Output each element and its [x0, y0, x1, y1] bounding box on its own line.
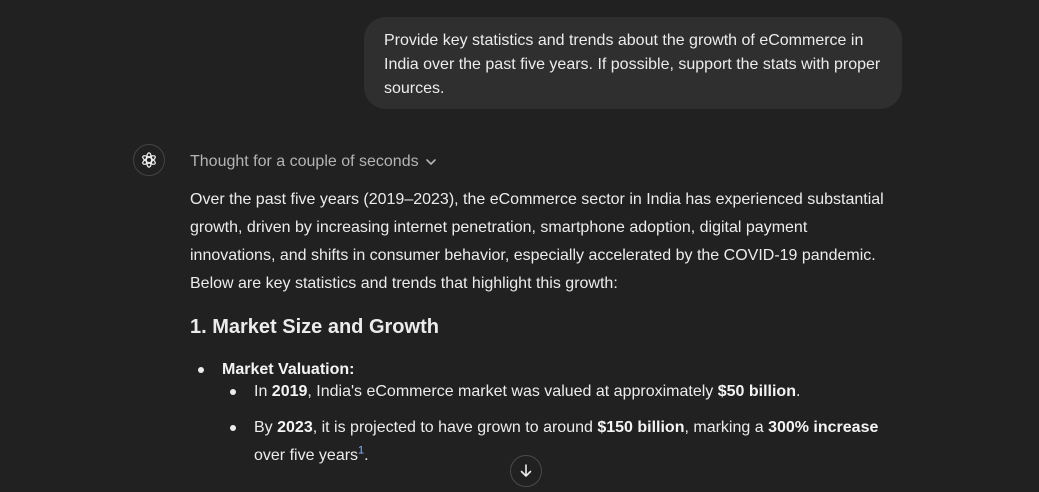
arrow-down-icon: [520, 464, 532, 477]
increase-highlight: 300% increase: [768, 419, 879, 436]
thought-toggle[interactable]: Thought for a couple of seconds: [190, 151, 437, 173]
bullet-list: Market Valuation: In 2019, India's eComm…: [190, 356, 890, 464]
text-segment: , India's eCommerce market was valued at…: [307, 383, 718, 400]
bullet-dot: [230, 389, 236, 395]
list-item: In 2019, India's eCommerce market was va…: [230, 378, 890, 406]
bullet-dot: [198, 367, 204, 373]
openai-logo-icon: [142, 152, 156, 168]
user-message-bubble: Provide key statistics and trends about …: [364, 17, 902, 109]
list-item: Market Valuation:: [190, 356, 890, 384]
text-segment: over five years: [254, 447, 359, 464]
text-segment: .: [795, 383, 801, 400]
text-segment: By: [254, 419, 278, 436]
year-highlight: 2023: [277, 419, 313, 436]
section-heading: 1. Market Size and Growth: [190, 316, 439, 338]
text-segment: , marking a: [684, 419, 769, 436]
assistant-response: Over the past five years (2019–2023), th…: [190, 186, 890, 464]
footnote-link[interactable]: 1: [358, 444, 365, 457]
chevron-down-icon: [425, 159, 436, 165]
assistant-avatar: [133, 144, 165, 176]
user-message-text: Provide key statistics and trends about …: [384, 32, 881, 97]
list-item: By 2023, it is projected to have grown t…: [230, 414, 890, 470]
response-intro: Over the past five years (2019–2023), th…: [190, 191, 884, 292]
list-item-title: Market Valuation:: [222, 361, 355, 378]
scroll-to-bottom-button[interactable]: [510, 455, 542, 487]
text-segment: .: [364, 447, 369, 464]
text-segment: In: [254, 383, 272, 400]
bullet-dot: [230, 425, 236, 431]
text-segment: , it is projected to have grown to aroun…: [312, 419, 598, 436]
value-highlight: $50 billion: [717, 383, 796, 400]
value-highlight: $150 billion: [597, 419, 685, 436]
thought-label: Thought for a couple of seconds: [190, 153, 419, 170]
year-highlight: 2019: [271, 383, 308, 400]
